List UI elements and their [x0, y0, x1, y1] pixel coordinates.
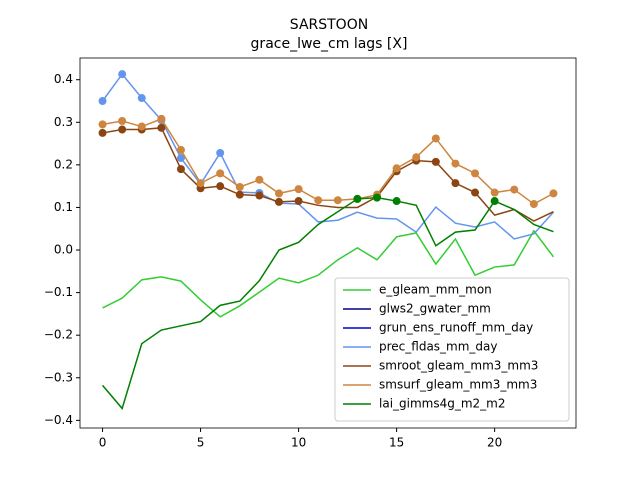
series-line [102, 117, 554, 205]
point [235, 183, 244, 192]
point [353, 194, 362, 203]
point [392, 197, 401, 206]
point [451, 159, 460, 168]
point [235, 190, 244, 199]
point [216, 169, 225, 178]
point [392, 164, 401, 173]
x-tick-label: 0 [99, 436, 107, 450]
chart-subtitle: grace_lwe_cm lags [X] [251, 36, 408, 52]
point [157, 123, 166, 132]
y-tick-label: −0.3 [44, 370, 73, 384]
y-tick-label: 0.1 [54, 200, 73, 214]
point [294, 197, 303, 206]
point [274, 189, 283, 198]
legend-box [334, 277, 570, 422]
legend-label: prec_fldas_mm_day [379, 340, 498, 354]
legend-label: smsurf_gleam_mm3_mm3 [379, 378, 537, 392]
point [137, 94, 146, 103]
x-tick-label: 20 [487, 436, 502, 450]
legend-label: smroot_gleam_mm3_mm3 [379, 359, 538, 373]
point [216, 148, 225, 157]
point [176, 145, 185, 154]
point [431, 157, 440, 166]
point [176, 154, 185, 163]
point [471, 169, 480, 178]
point [294, 185, 303, 194]
series-line [102, 229, 555, 318]
point [490, 197, 499, 206]
point [451, 179, 460, 188]
series-line [102, 127, 554, 222]
point [157, 114, 166, 123]
legend-label: e_gleam_mm_mon [379, 283, 492, 297]
point [314, 196, 323, 205]
point [118, 125, 127, 134]
point [137, 122, 146, 131]
y-tick-label: −0.1 [44, 285, 73, 299]
point [118, 117, 127, 126]
y-tick-label: −0.4 [44, 413, 73, 427]
point [333, 196, 342, 205]
point [529, 200, 538, 209]
point [549, 189, 558, 198]
point [510, 185, 519, 194]
point [176, 165, 185, 174]
chart-title: SARSTOON [290, 17, 368, 33]
y-tick-label: 0.4 [54, 72, 73, 86]
y-tick-label: 0.3 [54, 115, 73, 129]
axes-frame [79, 57, 577, 429]
point [431, 134, 440, 143]
y-tick-label: 0.2 [54, 157, 73, 171]
point [98, 120, 107, 129]
y-tick-label: 0.0 [54, 243, 73, 257]
series-line [101, 196, 554, 410]
point [98, 128, 107, 137]
point [255, 175, 264, 184]
legend-label: grun_ens_runoff_mm_day [379, 321, 533, 335]
point [412, 153, 421, 162]
x-tick-label: 5 [197, 436, 205, 450]
point [373, 193, 382, 202]
legend-label: glws2_gwater_mm [379, 302, 491, 316]
point [118, 70, 127, 79]
point [196, 179, 205, 188]
point [255, 191, 264, 200]
point [274, 197, 283, 206]
x-tick-label: 15 [389, 436, 404, 450]
x-tick-label: 10 [291, 436, 306, 450]
point [98, 97, 107, 106]
legend-label: lai_gimms4g_m2_m2 [379, 397, 506, 411]
y-tick-label: −0.2 [44, 328, 73, 342]
point [490, 188, 499, 197]
point [471, 188, 480, 197]
point [216, 182, 225, 191]
